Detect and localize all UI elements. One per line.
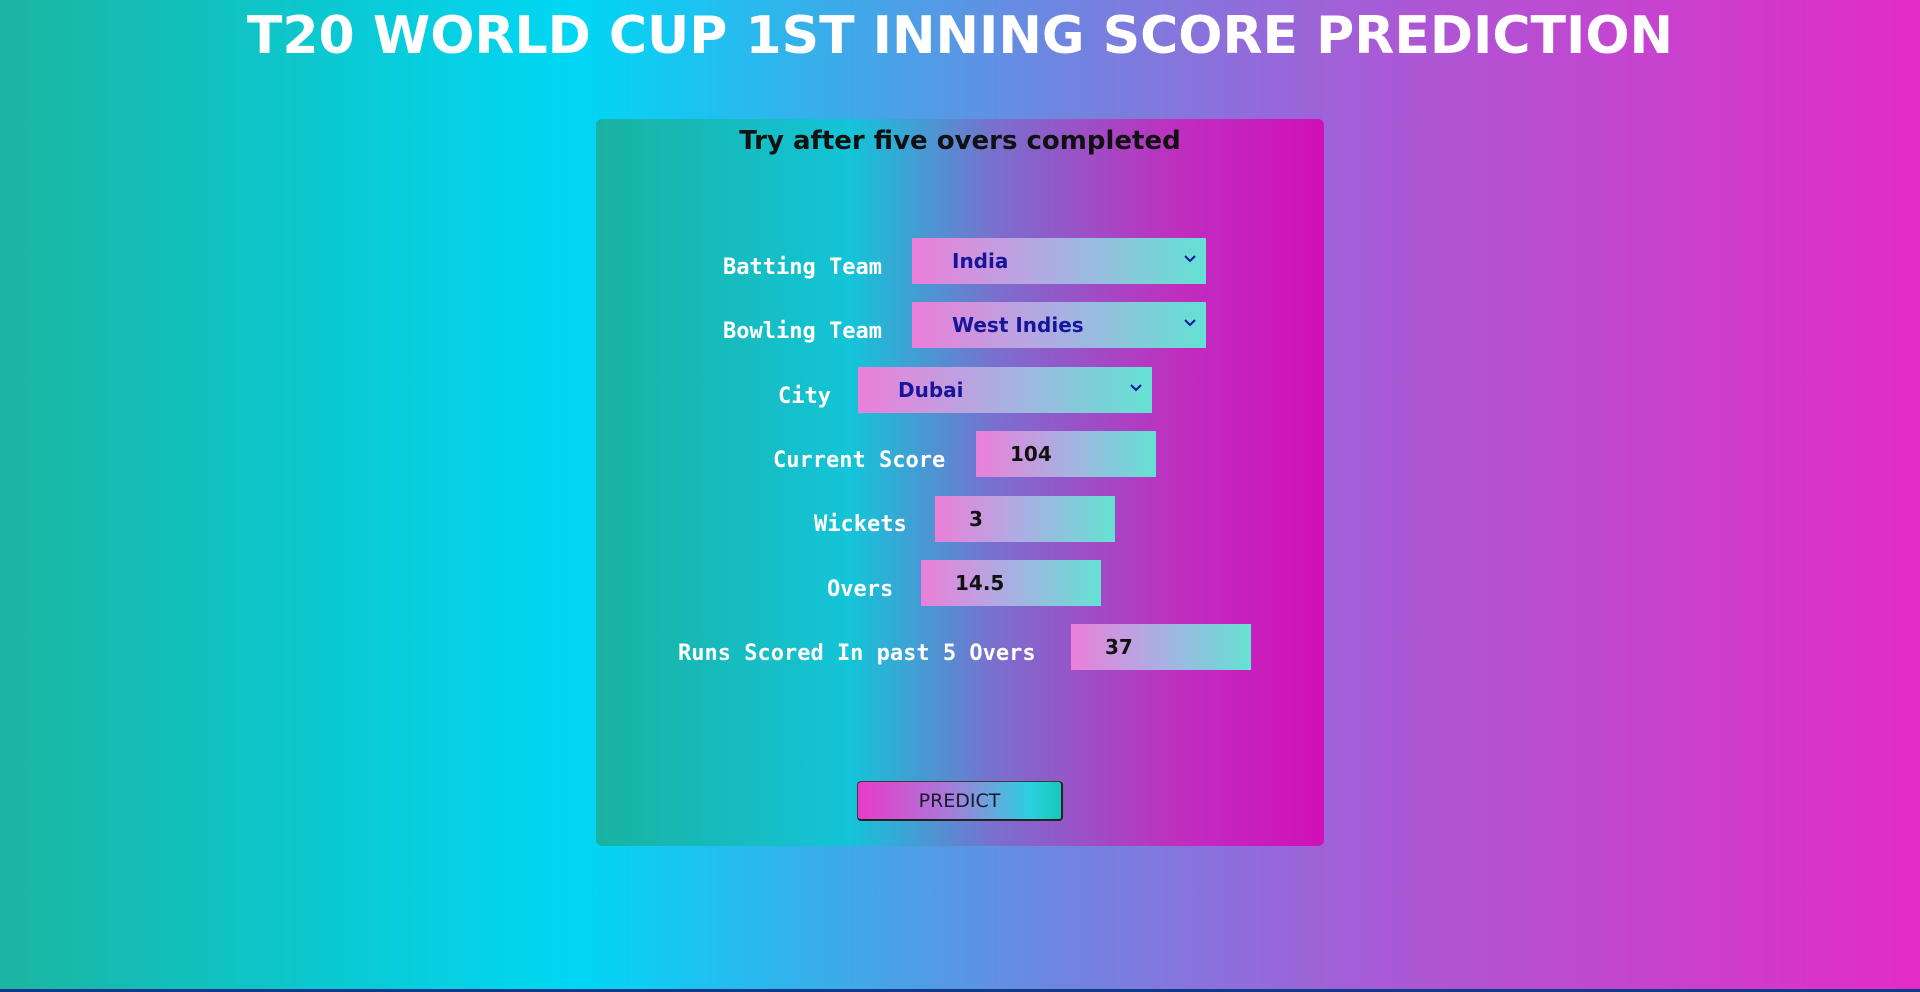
chevron-down-icon <box>1184 319 1196 327</box>
current-score-input[interactable]: 104 <box>976 431 1156 477</box>
chevron-down-icon <box>1130 384 1142 392</box>
chevron-down-icon <box>1184 255 1196 263</box>
bowling-team-label: Bowling Team <box>723 319 882 344</box>
predict-button[interactable]: PREDICT <box>857 781 1063 821</box>
page-title: T20 WORLD CUP 1ST INNING SCORE PREDICTIO… <box>246 6 1674 66</box>
batting-team-value: India <box>952 249 1009 273</box>
prediction-form-card: Try after five overs completed Batting T… <box>596 119 1324 846</box>
bowling-team-select[interactable]: West Indies <box>912 302 1206 348</box>
city-label: City <box>778 384 831 409</box>
runs-last-5-value: 37 <box>1105 635 1133 659</box>
wickets-input[interactable]: 3 <box>935 496 1115 542</box>
wickets-value: 3 <box>969 507 983 531</box>
overs-label: Overs <box>827 577 894 602</box>
current-score-label: Current Score <box>773 448 946 473</box>
city-value: Dubai <box>898 378 964 402</box>
city-select[interactable]: Dubai <box>858 367 1152 413</box>
runs-last-5-input[interactable]: 37 <box>1071 624 1251 670</box>
card-subtitle: Try after five overs completed <box>739 126 1181 156</box>
bowling-team-value: West Indies <box>952 313 1084 337</box>
runs-last-5-label: Runs Scored In past 5 Overs <box>678 641 1036 666</box>
current-score-value: 104 <box>1010 442 1052 466</box>
batting-team-select[interactable]: India <box>912 238 1206 284</box>
wickets-label: Wickets <box>814 512 907 537</box>
overs-value: 14.5 <box>955 571 1005 595</box>
batting-team-label: Batting Team <box>723 255 882 280</box>
overs-input[interactable]: 14.5 <box>921 560 1101 606</box>
